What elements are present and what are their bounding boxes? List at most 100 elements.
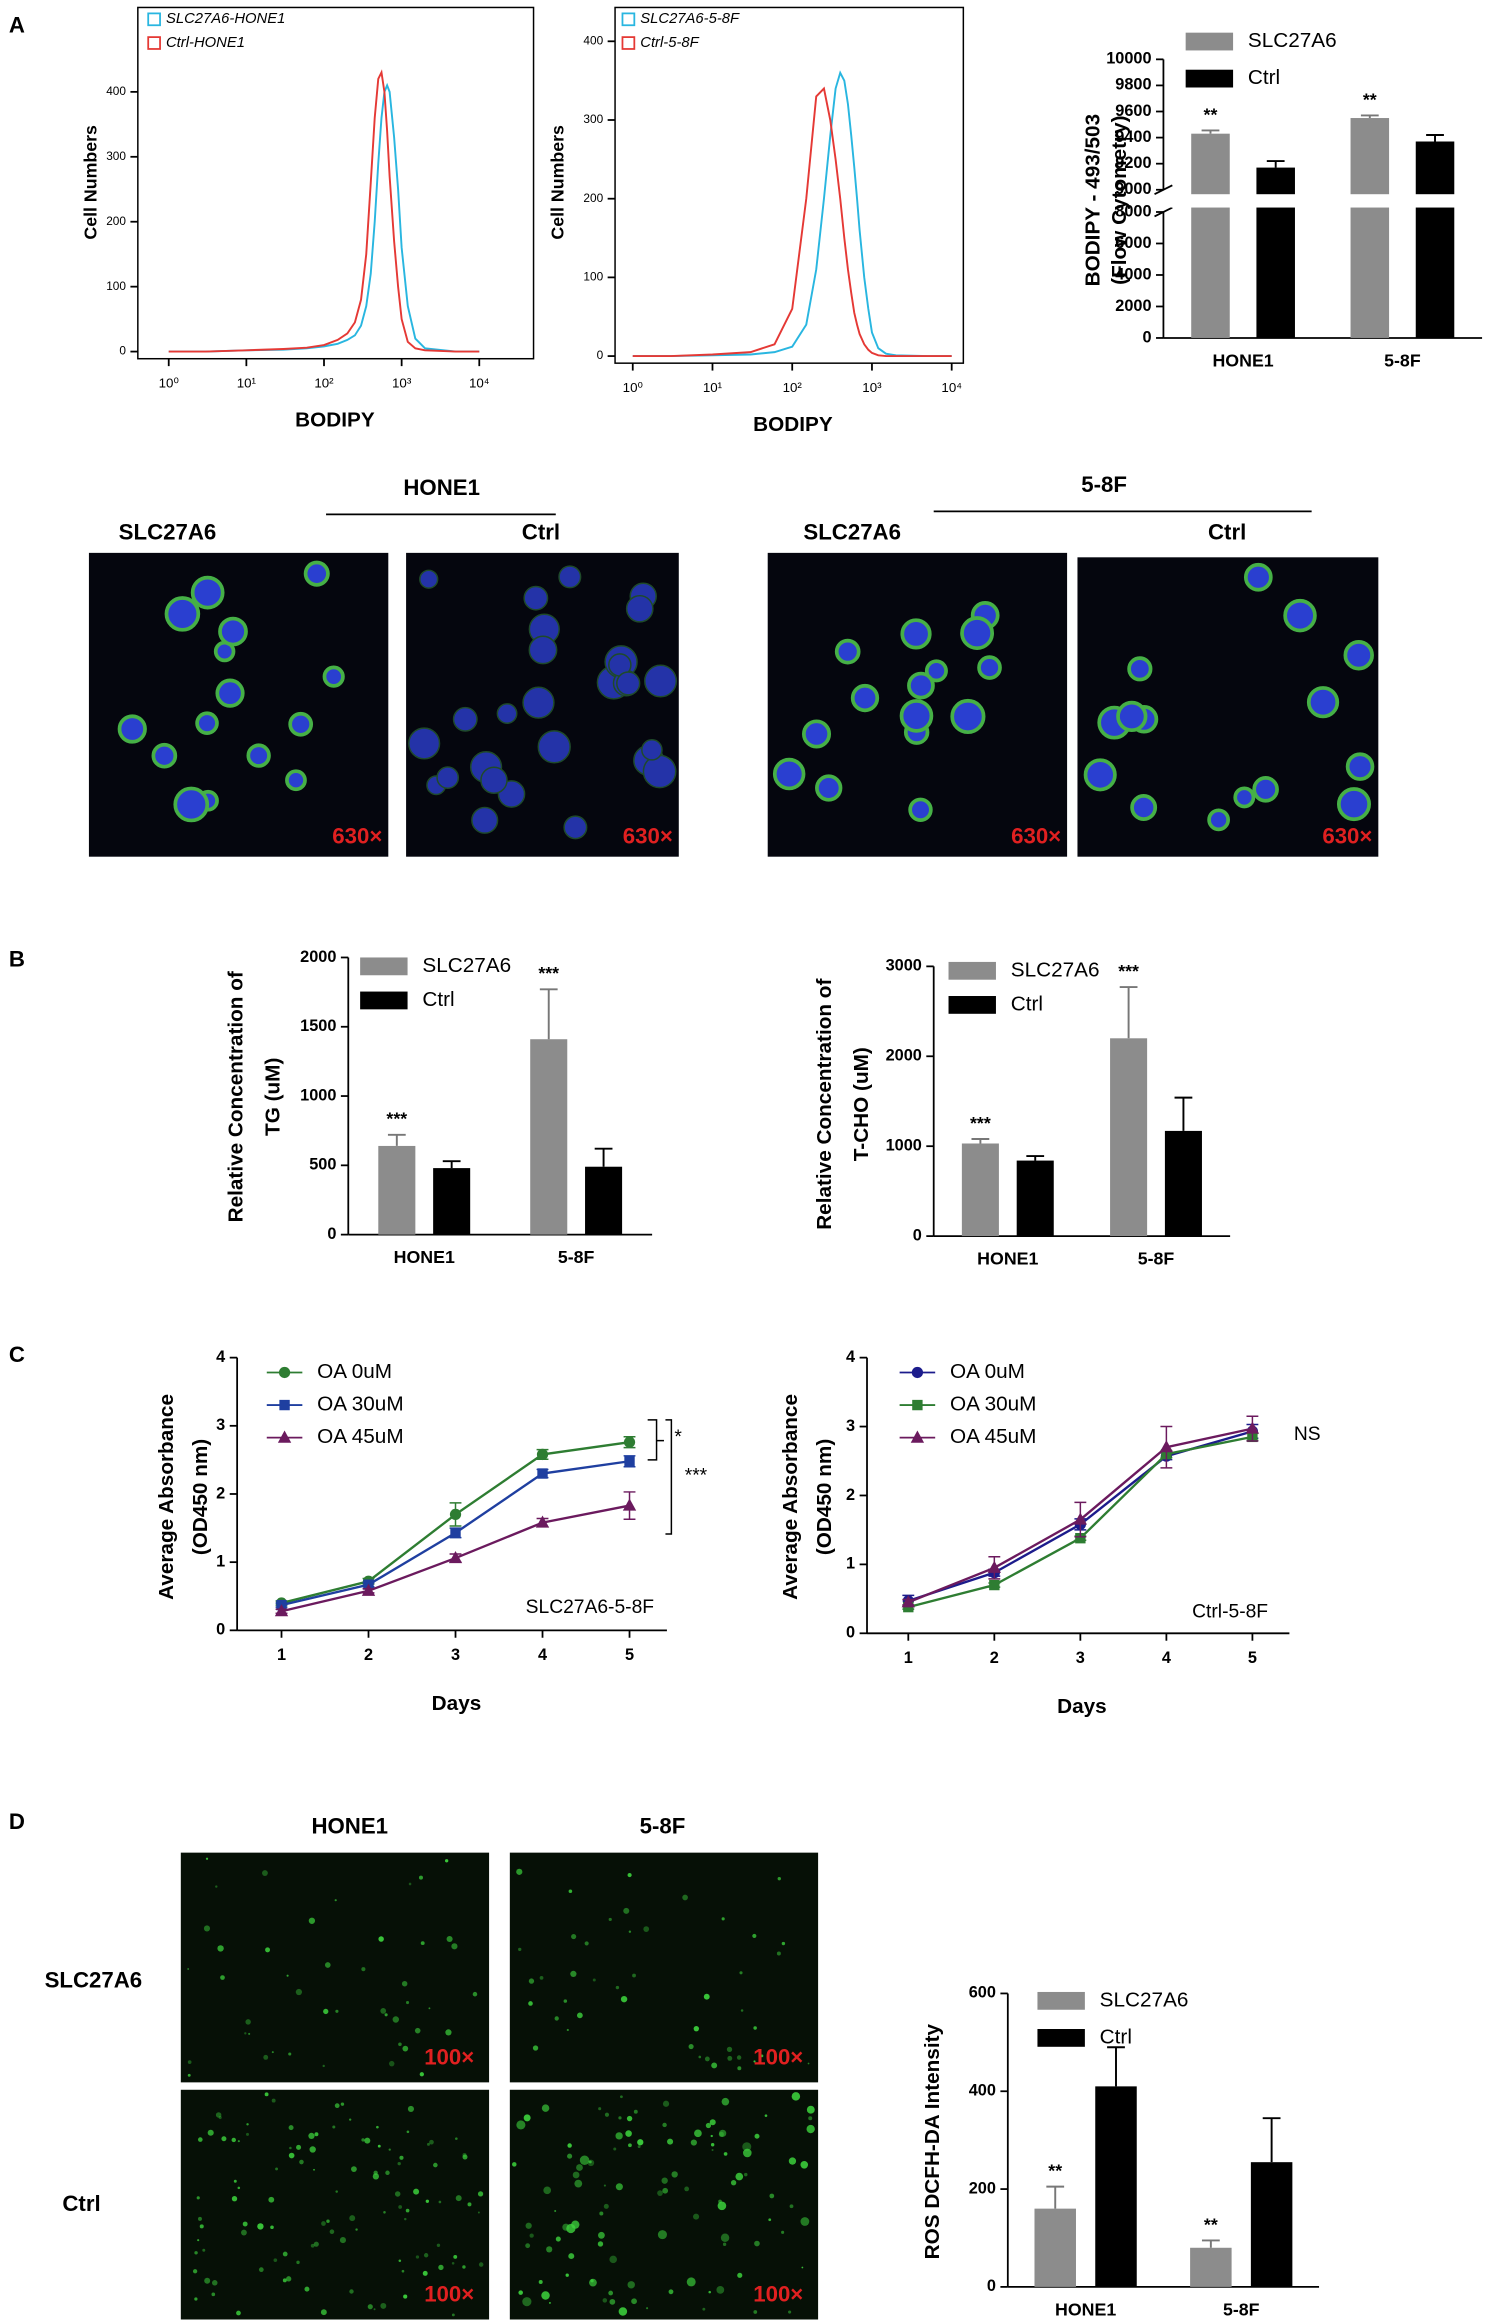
spot <box>271 2098 276 2103</box>
x-tick-label: 10⁰ <box>623 380 643 395</box>
legend-label: Ctrl <box>1011 992 1043 1015</box>
spot <box>568 1889 573 1894</box>
spot <box>270 2225 274 2230</box>
y-tick-label: 6000 <box>1115 234 1151 252</box>
spot <box>446 1935 453 1943</box>
column-label: HONE1 <box>311 1813 388 1838</box>
error-bar <box>442 1160 461 1169</box>
error-bar <box>1201 129 1220 134</box>
y-tick-label: 600 <box>969 1984 996 2002</box>
spot <box>742 2142 752 2152</box>
magnification: 630× <box>332 823 382 848</box>
series-line <box>632 86 952 358</box>
cell <box>246 743 271 768</box>
spot <box>764 2114 768 2117</box>
cell <box>1306 686 1340 719</box>
spot <box>282 2251 288 2257</box>
cell <box>1207 808 1230 832</box>
spot <box>702 2307 706 2311</box>
legend-label: Ctrl <box>1100 2025 1132 2048</box>
spot <box>603 2203 609 2209</box>
marker <box>989 1579 1000 1591</box>
spot <box>789 2204 794 2209</box>
spot <box>275 2167 279 2171</box>
y-axis-title: Average Absorbance <box>779 1394 802 1600</box>
x-tick-label: 10¹ <box>237 375 257 390</box>
spot <box>418 1875 423 1880</box>
y-tick-label: 4 <box>216 1348 225 1366</box>
spot <box>579 2155 590 2165</box>
legend-swatch <box>948 996 996 1014</box>
spot <box>264 2092 269 2097</box>
spot <box>781 2230 785 2234</box>
spot <box>355 2228 358 2231</box>
spot <box>592 1978 596 1982</box>
spot <box>646 2307 649 2310</box>
spot <box>401 2269 405 2273</box>
magnification: 100× <box>753 2045 803 2070</box>
legend-label: Ctrl-HONE1 <box>166 35 245 51</box>
bar <box>961 1143 999 1237</box>
spot <box>196 2196 200 2200</box>
spot <box>392 2016 400 2023</box>
spot <box>522 2297 532 2307</box>
spot <box>562 2223 570 2231</box>
row-label: SLC27A6 <box>45 1967 143 1992</box>
significance: ** <box>1204 2214 1218 2234</box>
significance: *** <box>1118 961 1139 981</box>
legend-swatch <box>1185 32 1234 51</box>
legend-label: OA 0uM <box>317 1360 392 1383</box>
legend-label: OA 30uM <box>950 1393 1036 1416</box>
y-axis-title: TG (uM) <box>262 1058 285 1136</box>
y-tick-label: 9800 <box>1115 76 1151 94</box>
spot <box>321 2221 326 2226</box>
error-bar <box>1026 1155 1045 1161</box>
marker <box>448 1550 463 1564</box>
spot <box>710 2143 715 2147</box>
cell <box>802 719 832 749</box>
spot <box>388 2060 395 2067</box>
y-tick-label: 2000 <box>1115 297 1151 315</box>
y-tick-label: 9600 <box>1115 102 1151 120</box>
y-tick-label: 300 <box>106 149 126 163</box>
y-tick-label: 8000 <box>1115 202 1151 220</box>
annotation: NS <box>1294 1424 1321 1445</box>
marker <box>361 1583 376 1596</box>
marker <box>622 1498 637 1511</box>
spot <box>528 1978 535 1984</box>
spot <box>568 2253 575 2260</box>
y-tick-label: 400 <box>969 2082 996 2100</box>
spot <box>708 2290 711 2294</box>
spot <box>455 2195 462 2202</box>
spot <box>753 2310 758 2314</box>
spot <box>408 1882 412 1886</box>
spot <box>314 2132 319 2137</box>
annotation: *** <box>685 1465 708 1486</box>
spot <box>378 1936 384 1942</box>
cell <box>558 565 582 589</box>
x-tick-label: 10⁴ <box>941 380 962 395</box>
spot <box>373 2308 376 2311</box>
bar <box>1256 167 1295 338</box>
spot <box>693 2213 700 2220</box>
spot <box>263 2054 269 2060</box>
spot <box>615 1985 620 1990</box>
spot <box>349 2289 354 2294</box>
spot <box>603 2184 606 2187</box>
spot <box>618 2116 622 2120</box>
x-tick-label: HONE1 <box>394 1247 455 1267</box>
panel-label: A <box>9 13 25 38</box>
cell <box>288 711 314 737</box>
spot <box>313 2168 315 2171</box>
spot <box>717 2201 727 2211</box>
spot <box>768 2218 772 2222</box>
marker <box>449 1508 462 1521</box>
bar <box>1415 141 1455 338</box>
cell <box>522 686 555 719</box>
error-bar <box>1201 2239 1220 2248</box>
spot <box>340 2102 345 2106</box>
spot <box>404 2217 407 2221</box>
magnification: 630× <box>1011 823 1061 848</box>
legend-swatch <box>1037 2029 1085 2047</box>
